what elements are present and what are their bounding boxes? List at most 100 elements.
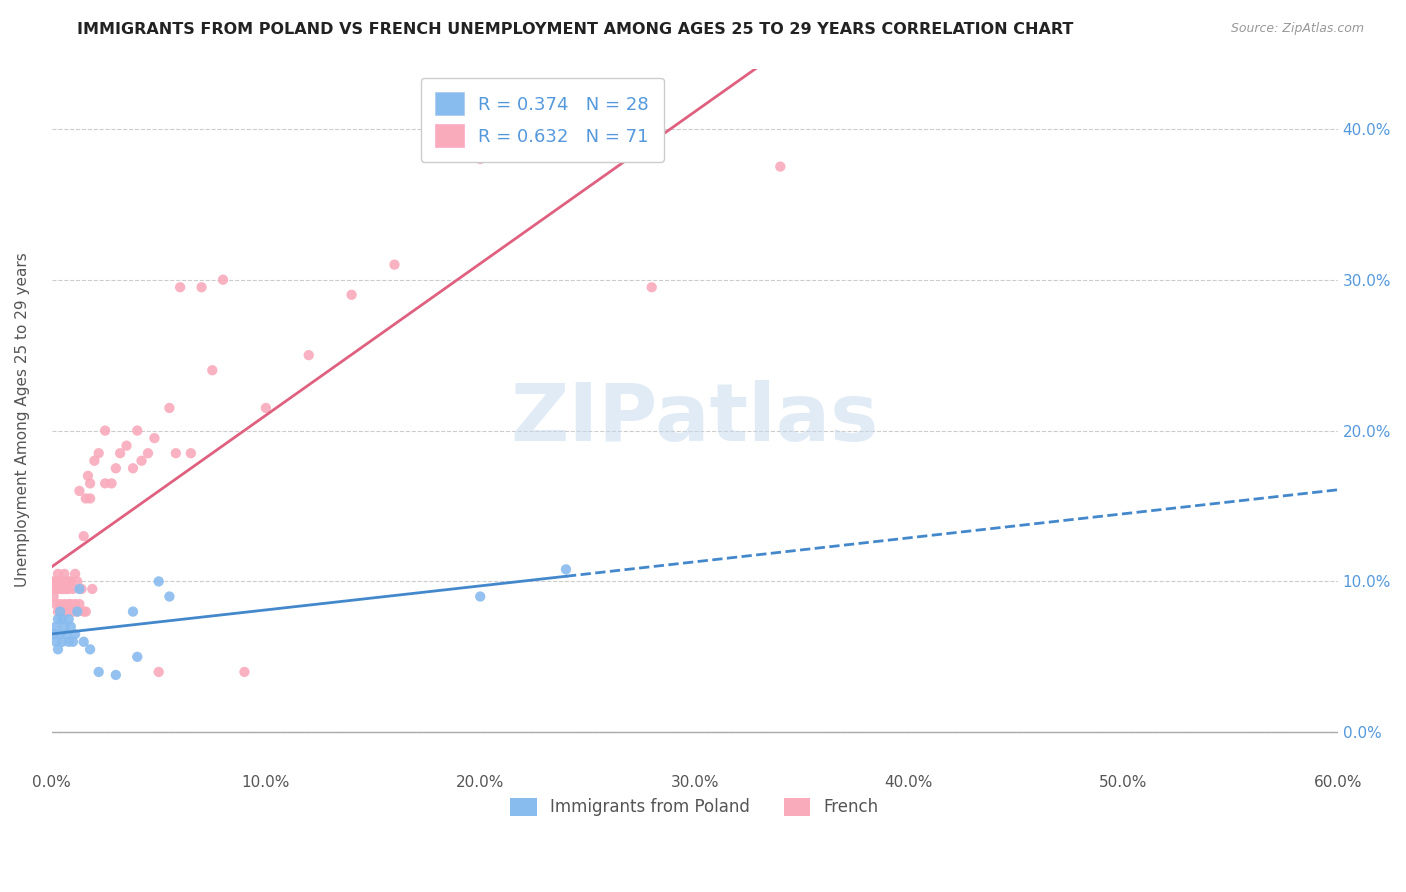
Point [201,363,224,377]
Point [53,620,76,634]
Point [42,627,65,641]
Point [45,620,67,634]
Text: ZIPatlas: ZIPatlas [510,380,879,458]
Point [63,566,86,581]
Point [45,597,67,611]
Point [67,483,90,498]
Point [122,461,145,475]
Point [55,574,77,589]
Point [100,476,122,491]
Point [73,634,96,648]
Point [46,642,69,657]
Point [58,574,80,589]
Point [55,605,77,619]
Point [73,529,96,543]
Point [58,597,80,611]
Point [67,597,90,611]
Point [122,605,145,619]
Point [165,446,187,460]
Point [157,590,180,604]
Point [49,574,72,589]
Point [470,152,492,166]
Point [298,348,321,362]
Point [58,634,80,648]
Point [87,446,110,460]
Text: Source: ZipAtlas.com: Source: ZipAtlas.com [1230,22,1364,36]
Point [340,287,363,301]
Point [66,574,89,589]
Point [94,476,117,491]
Point [49,627,72,641]
Point [127,424,149,438]
Point [769,160,792,174]
Point [51,582,73,596]
Point [470,590,492,604]
Point [62,582,84,596]
Point [46,605,69,619]
Point [190,280,212,294]
Point [77,468,100,483]
Point [143,431,166,445]
Point [46,612,69,626]
Point [79,491,101,506]
Point [641,280,664,294]
Point [555,562,578,576]
Point [53,582,76,596]
Point [104,668,127,682]
Point [67,582,90,596]
Point [94,424,117,438]
Point [131,454,153,468]
Point [51,605,73,619]
Point [148,665,170,679]
Point [212,273,235,287]
Text: IMMIGRANTS FROM POLAND VS FRENCH UNEMPLOYMENT AMONG AGES 25 TO 29 YEARS CORRELAT: IMMIGRANTS FROM POLAND VS FRENCH UNEMPLO… [77,22,1074,37]
Point [45,634,67,648]
Point [66,605,89,619]
Point [63,597,86,611]
Point [83,454,105,468]
Point [70,582,93,596]
Point [51,612,73,626]
Point [46,582,69,596]
Point [79,642,101,657]
Point [58,582,80,596]
Point [148,574,170,589]
Point [115,439,138,453]
Point [53,597,76,611]
Y-axis label: Unemployment Among Ages 25 to 29 years: Unemployment Among Ages 25 to 29 years [15,252,30,587]
Point [169,280,191,294]
Point [53,566,76,581]
Point [127,649,149,664]
Point [384,258,406,272]
Point [79,476,101,491]
Point [73,605,96,619]
Point [49,605,72,619]
Point [51,634,73,648]
Legend: Immigrants from Poland, French: Immigrants from Poland, French [502,789,887,825]
Point [59,574,82,589]
Point [157,401,180,415]
Point [49,582,72,596]
Point [254,401,277,415]
Point [58,612,80,626]
Point [55,627,77,641]
Point [51,574,73,589]
Point [136,446,159,460]
Point [55,582,77,596]
Point [75,605,97,619]
Point [45,574,67,589]
Point [87,665,110,679]
Point [180,446,202,460]
Point [66,605,89,619]
Point [63,627,86,641]
Point [108,446,131,460]
Point [45,582,67,596]
Point [62,634,84,648]
Point [42,574,65,589]
Point [82,582,104,596]
Point [104,461,127,475]
Point [59,620,82,634]
Point [62,605,84,619]
Point [233,665,256,679]
Point [49,597,72,611]
